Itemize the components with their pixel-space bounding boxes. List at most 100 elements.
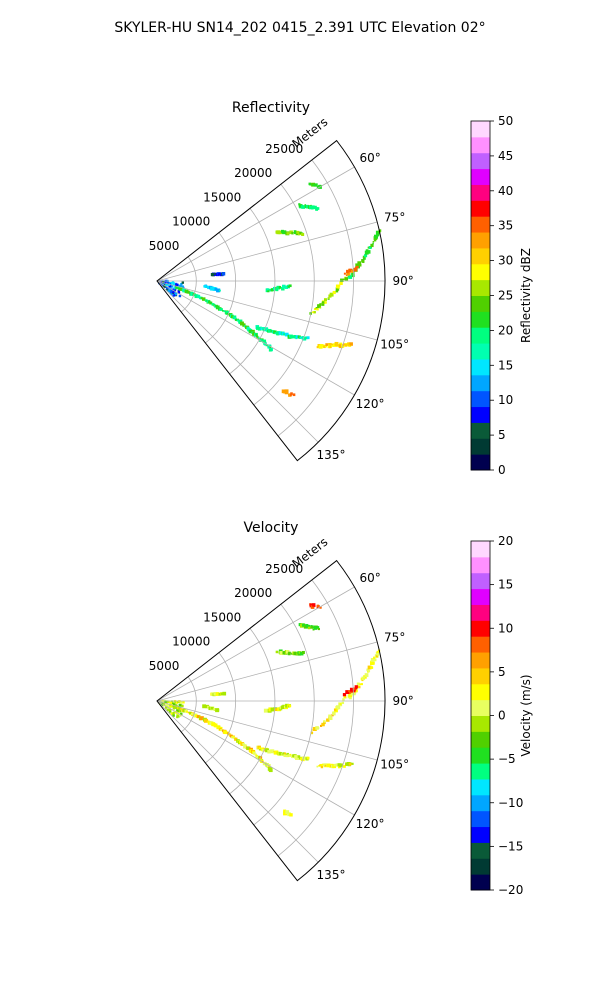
echo-gate (242, 323, 246, 327)
echo-gate (221, 310, 224, 312)
echo-gate (226, 312, 229, 315)
echo-gate (367, 246, 370, 249)
colorbar-tick-label: −15 (498, 839, 523, 853)
colorbar-swatch (471, 168, 490, 185)
echo-gate (258, 747, 261, 750)
colorbar-swatch (471, 121, 490, 138)
azimuth-spoke (156, 700, 378, 761)
colorbar-swatch (471, 683, 490, 701)
echo-gate (173, 705, 178, 710)
echo-gate (329, 292, 334, 297)
echo-gate (200, 297, 203, 299)
echo-gate (320, 763, 322, 766)
echo-gate (196, 294, 201, 299)
echo-gate (366, 250, 371, 254)
colorbar-swatch (471, 778, 490, 796)
echo-gate (372, 240, 375, 243)
echo-gate (267, 749, 271, 754)
echo-gate (328, 714, 332, 718)
range-axis-label: Meters (289, 535, 330, 571)
colorbar-swatch (471, 390, 490, 408)
echo-gate (356, 265, 359, 269)
echo-gate (189, 711, 192, 715)
azimuth-tick-label: 60° (359, 571, 380, 585)
colorbar-tick-label: 20 (498, 534, 513, 548)
colorbar-tick-label: 35 (498, 219, 513, 233)
colorbar-tick-label: 0 (498, 463, 506, 477)
azimuth-tick-label: 90° (392, 694, 413, 708)
echo-gate (301, 232, 305, 236)
colorbar-tick-label: 30 (498, 254, 513, 268)
echo-gate (335, 763, 340, 767)
echo-gate (175, 701, 179, 704)
range-ring (180, 676, 197, 733)
echo-gate (328, 716, 333, 721)
echo-gate (340, 278, 344, 282)
echo-gate (170, 700, 174, 703)
echo-gate (230, 315, 234, 319)
echo-gate (373, 238, 377, 242)
echo-gate (176, 714, 179, 717)
echo-gate (201, 297, 206, 301)
echo-gate (175, 705, 179, 709)
echo-gate (214, 288, 218, 291)
echo-gate (170, 292, 173, 296)
echo-gate (373, 656, 376, 659)
echo-gate (367, 665, 372, 670)
echo-gate (256, 326, 260, 330)
echo-gate (364, 254, 368, 258)
echo-gate (166, 281, 170, 285)
echo-gate (187, 291, 191, 294)
echo-gate (271, 749, 275, 753)
echo-gate (323, 345, 326, 349)
echo-gate (252, 752, 256, 755)
echo-gate (273, 330, 277, 334)
echo-gate (317, 304, 321, 309)
echo-gate (284, 332, 289, 337)
echo-gate (246, 327, 250, 331)
colorbar-swatch (471, 358, 490, 376)
echo-gate (255, 754, 258, 757)
range-ring (277, 579, 354, 857)
colorbar-swatch (471, 422, 490, 439)
echo-gate (321, 301, 325, 304)
echo-gate (221, 692, 224, 695)
echo-gate (293, 230, 297, 233)
colorbar-swatch (471, 826, 490, 843)
echo-gate (281, 332, 285, 335)
echo-gate (331, 344, 333, 347)
echo-gate (274, 750, 279, 755)
echo-gate (175, 286, 178, 289)
colorbar-tick-label: 0 (498, 709, 506, 723)
echo-gate (332, 711, 336, 716)
echo-gate (262, 327, 266, 331)
echo-gate (283, 809, 287, 813)
echo-gate (263, 747, 266, 750)
echo-gate (220, 308, 223, 311)
echo-gate (376, 233, 380, 237)
echo-gate (364, 250, 369, 255)
echo-gate (343, 278, 345, 281)
range-ring (253, 183, 315, 406)
range-ring (229, 208, 276, 375)
echo-gate (288, 284, 292, 288)
echo-gate (346, 269, 350, 274)
azimuth-tick-label: 120° (356, 817, 385, 831)
echo-gate (285, 703, 289, 708)
echo-gate (213, 708, 216, 711)
echo-gate (307, 626, 311, 630)
echo-gate (166, 700, 169, 703)
echo-gate (327, 297, 330, 299)
echo-gate (286, 232, 290, 235)
azimuth-spoke (156, 280, 319, 443)
echo-gate (248, 329, 253, 334)
echo-gate (305, 336, 308, 340)
azimuth-spoke (156, 641, 378, 702)
echo-returns (158, 182, 382, 397)
echo-gate (172, 711, 175, 715)
echo-gate (324, 764, 327, 767)
range-tick-label: 10000 (172, 635, 210, 649)
echo-gate (319, 306, 322, 309)
echo-gate (366, 668, 369, 672)
